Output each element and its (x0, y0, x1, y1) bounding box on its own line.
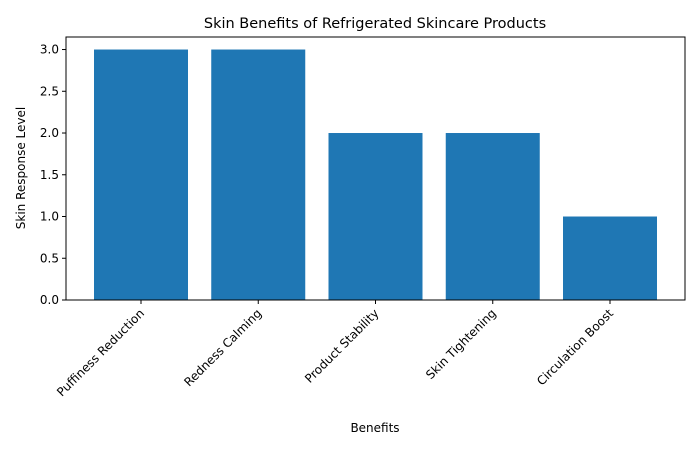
x-axis-label: Benefits (350, 421, 399, 435)
bar-skin-tightening (445, 133, 540, 300)
y-tick-label: 2.0 (40, 126, 59, 140)
x-tick-label: Circulation Boost (534, 306, 616, 388)
y-tick-label: 1.0 (40, 210, 59, 224)
x-tick-label: Redness Calming (181, 306, 264, 389)
y-tick-label: 1.5 (40, 168, 59, 182)
bar-circulation-boost (563, 216, 657, 300)
x-tick-label: Puffiness Reduction (54, 306, 147, 399)
y-tick-label: 2.5 (40, 84, 59, 98)
y-tick-label: 0.0 (40, 293, 59, 307)
bar-product-stability (328, 133, 423, 300)
y-axis-label: Skin Response Level (14, 107, 28, 229)
bar-redness-calming (211, 49, 306, 301)
bar-puffiness-reduction (94, 49, 188, 301)
chart-title: Skin Benefits of Refrigerated Skincare P… (204, 16, 546, 32)
y-tick-label: 3.0 (40, 43, 59, 57)
y-tick-label: 0.5 (40, 251, 59, 265)
x-tick-label: Skin Tightening (423, 306, 499, 382)
x-tick-label: Product Stability (302, 306, 382, 386)
